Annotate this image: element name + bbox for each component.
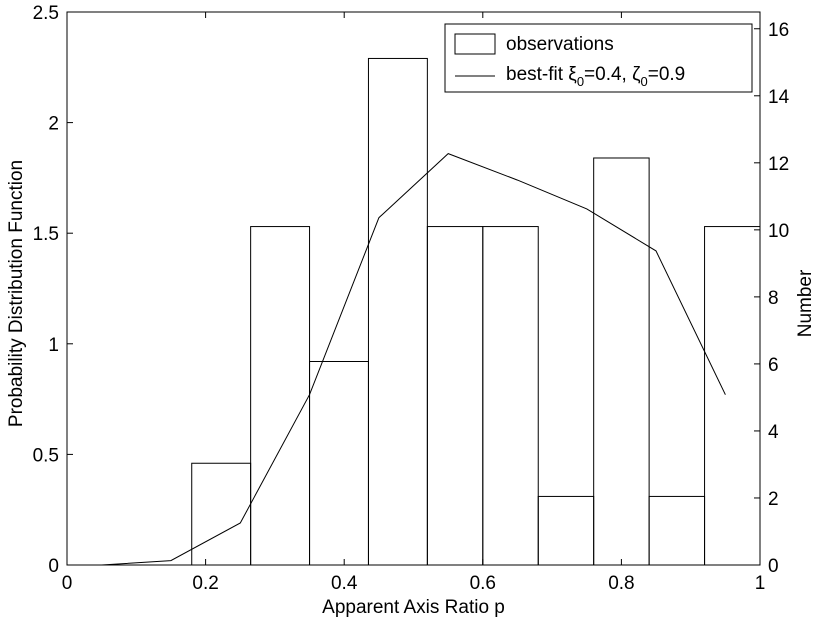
x-axis-ticks: 0 0.2 0.4 0.6 0.8 1 — [62, 12, 766, 594]
y-tick-label: 0 — [48, 556, 59, 577]
y-tick-label: 2.5 — [33, 3, 59, 24]
y2-tick-label: 8 — [768, 288, 779, 309]
histogram-bar-2 — [309, 360, 369, 566]
x-tick-label: 0.6 — [470, 573, 496, 594]
histogram-bar-7 — [593, 157, 650, 566]
x-tick-label: 0 — [62, 573, 73, 594]
y-axis-ticks: 0 0.5 1 1.5 2 2.5 — [33, 3, 73, 577]
y2-tick-label: 10 — [768, 221, 789, 242]
y2-tick-label: 6 — [768, 355, 779, 376]
legend-fit-part1: best-fit ξ — [506, 64, 577, 85]
y2-tick-label: 16 — [768, 20, 789, 41]
legend-frame — [444, 23, 753, 93]
x-tick-label: 0.2 — [192, 573, 218, 594]
histogram-bar-6 — [537, 495, 595, 566]
histogram-bar-9 — [704, 226, 761, 566]
histogram-bar-1 — [250, 226, 311, 566]
legend-fit-sub2: 0 — [641, 74, 648, 89]
best-fit-line — [101, 153, 726, 566]
y-tick-label: 1.5 — [33, 224, 59, 245]
legend-observations-label: observations — [506, 34, 614, 55]
y-tick-label: 2 — [48, 114, 59, 135]
legend-fit-part3: =0.9 — [648, 64, 686, 85]
legend-fit-part2: =0.4, ζ — [584, 64, 641, 85]
y-tick-label: 0.5 — [33, 445, 59, 466]
histogram-bar-4 — [426, 226, 484, 566]
x-tick-label: 0.8 — [608, 573, 634, 594]
y-tick-label: 1 — [48, 335, 59, 356]
plot-area-frame — [66, 11, 761, 566]
legend-fit-sub1: 0 — [577, 74, 584, 89]
histogram-bar-5 — [482, 226, 539, 566]
best-fit-series — [101, 153, 726, 566]
y2-tick-label: 4 — [768, 422, 779, 443]
x-axis-label: Apparent Axis Ratio p — [322, 597, 505, 618]
y2-tick-label: 2 — [768, 489, 779, 510]
y-axis-label: Probability Distribution Function — [6, 160, 27, 427]
y2-axis-label: Number — [795, 269, 816, 337]
y2-axis-ticks: 0 2 4 6 8 10 12 14 16 — [754, 20, 790, 577]
histogram-bar-3 — [367, 57, 428, 566]
histogram-bar-8 — [648, 495, 706, 566]
y2-tick-label: 14 — [768, 87, 790, 108]
y2-tick-label: 12 — [768, 154, 789, 175]
y2-tick-label: 0 — [768, 556, 779, 577]
histogram-bars — [191, 57, 761, 566]
legend-observations-swatch — [454, 33, 496, 55]
x-tick-label: 1 — [755, 573, 766, 594]
histogram-bar-0 — [191, 462, 252, 566]
legend: observations best-fit ξ0=0.4, ζ0=0.9 — [444, 23, 753, 93]
x-tick-label: 0.4 — [331, 573, 358, 594]
legend-best-fit-label: best-fit ξ0=0.4, ζ0=0.9 — [506, 64, 685, 89]
